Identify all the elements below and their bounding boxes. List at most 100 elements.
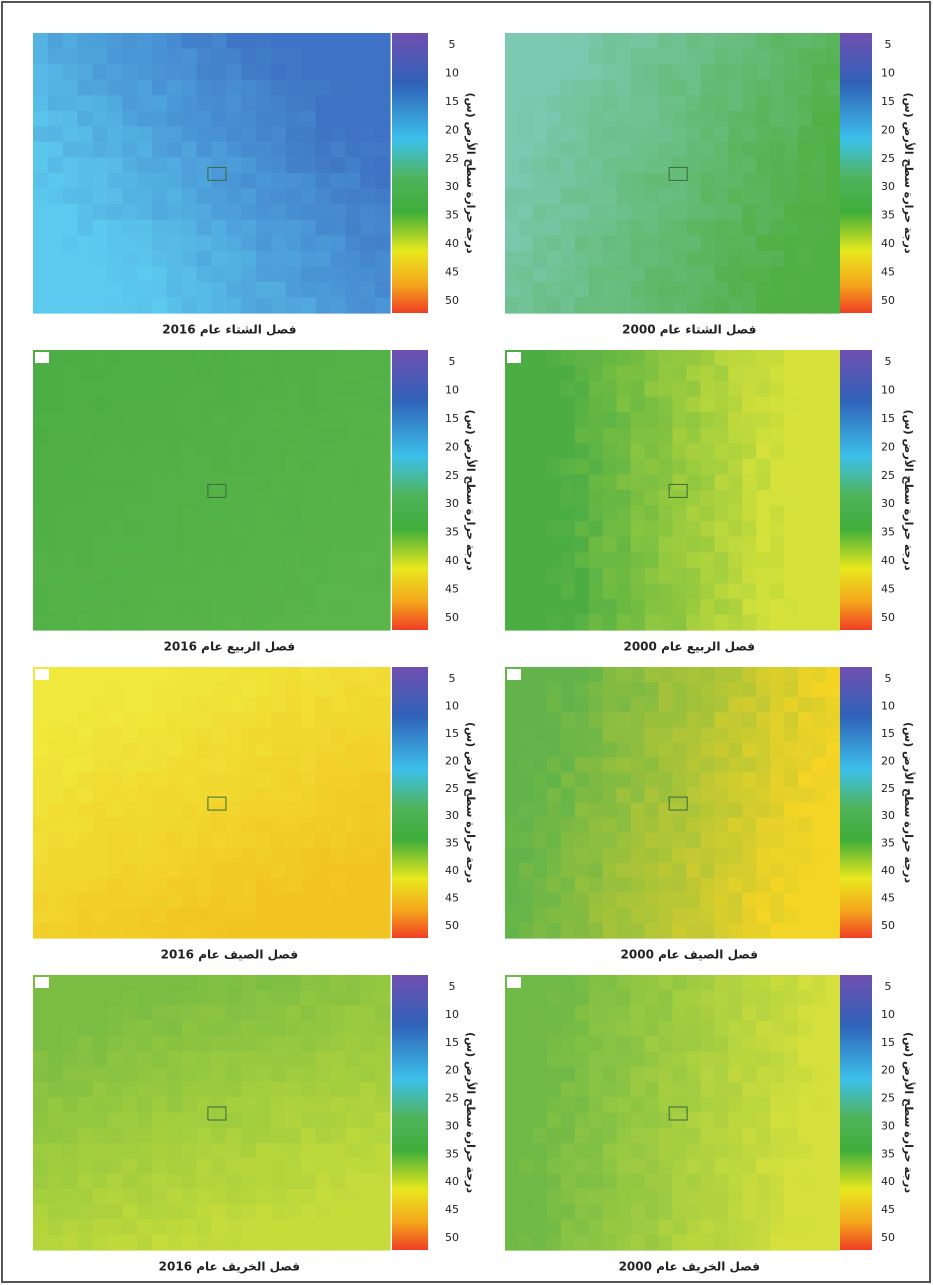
map-cell <box>603 742 618 758</box>
map-cell <box>784 742 799 758</box>
map-cell <box>286 682 301 698</box>
map-cell <box>812 350 827 366</box>
map-cell <box>673 1204 688 1220</box>
map-cell <box>316 1219 331 1235</box>
map-cell <box>603 1235 618 1251</box>
map-cell <box>197 712 212 728</box>
map-cell <box>673 712 688 728</box>
map-cell <box>33 757 48 773</box>
colorbar-tick-label: 5 <box>449 980 456 993</box>
map-cell <box>107 95 122 111</box>
map-cell <box>360 583 375 599</box>
map-cell <box>122 428 137 444</box>
map-cell <box>375 568 390 584</box>
map-cell <box>812 235 827 251</box>
map-cell <box>505 1219 520 1235</box>
map-cell <box>375 506 390 522</box>
map-cell <box>575 366 590 382</box>
map-cell <box>331 803 346 819</box>
map-cell <box>137 126 152 142</box>
map-cell <box>316 1204 331 1220</box>
map-cell <box>798 95 813 111</box>
map-cell <box>345 757 360 773</box>
map-cell <box>122 787 137 803</box>
map-cell <box>331 428 346 444</box>
map-cell <box>345 975 360 991</box>
map-cell <box>659 712 674 728</box>
map-cell <box>617 712 632 728</box>
map-cell <box>122 521 137 537</box>
map-cell <box>78 49 93 65</box>
map-cell <box>226 397 241 413</box>
map-cell <box>533 682 548 698</box>
map-cell <box>784 1113 799 1129</box>
map-cell <box>589 667 604 683</box>
map-cell <box>345 712 360 728</box>
map-cell <box>533 204 548 220</box>
map-cell <box>673 1051 688 1067</box>
map-cell <box>575 49 590 65</box>
map-cell <box>78 428 93 444</box>
map-cell <box>375 990 390 1006</box>
map-cell <box>561 1097 576 1113</box>
map-cell <box>78 1051 93 1067</box>
map-cell <box>784 282 799 298</box>
map-cell <box>770 772 785 788</box>
map-cell <box>360 297 375 313</box>
map-cell <box>686 537 701 553</box>
map-cell <box>770 397 785 413</box>
map-cell <box>700 266 715 282</box>
map-cell <box>686 1189 701 1205</box>
map-cell <box>137 863 152 879</box>
map-cell <box>673 490 688 506</box>
map-cell <box>63 757 78 773</box>
map-cell <box>241 80 256 96</box>
map-cell <box>241 742 256 758</box>
map-cell <box>519 111 534 127</box>
map-cell <box>826 126 841 142</box>
map-cell <box>659 95 674 111</box>
map-cell <box>631 1006 646 1022</box>
colorbar <box>392 975 428 1250</box>
map-cell <box>63 189 78 205</box>
map-cell <box>286 818 301 834</box>
map-cell <box>345 1204 360 1220</box>
map-cell <box>152 490 167 506</box>
map-cell <box>756 443 771 459</box>
map-cell <box>603 1036 618 1052</box>
map-cell <box>286 568 301 584</box>
map-cell <box>197 1128 212 1144</box>
map-cell <box>561 142 576 158</box>
map-cell <box>700 568 715 584</box>
map-cell <box>645 1021 660 1037</box>
map-cell <box>700 878 715 894</box>
map-cell <box>197 412 212 428</box>
map-cell <box>798 787 813 803</box>
map-cell <box>197 878 212 894</box>
map-cell <box>714 583 729 599</box>
map-cell <box>345 111 360 127</box>
map-cell <box>547 975 562 991</box>
map-cell <box>271 157 286 173</box>
map-cell <box>686 1097 701 1113</box>
map-cell <box>345 506 360 522</box>
map-cell <box>673 1189 688 1205</box>
map-cell <box>686 506 701 522</box>
map-cell <box>241 173 256 189</box>
map-cell <box>241 1021 256 1037</box>
map-cell <box>784 173 799 189</box>
map-cell <box>152 863 167 879</box>
map-cell <box>617 923 632 939</box>
map-cell <box>700 1219 715 1235</box>
map-cell <box>645 49 660 65</box>
map-cell <box>167 1082 182 1098</box>
map-cell <box>197 599 212 615</box>
map-cell <box>182 697 197 713</box>
map-cell <box>742 1021 757 1037</box>
map-cell <box>48 772 63 788</box>
map-cell <box>152 64 167 80</box>
map-cell <box>375 1097 390 1113</box>
map-cell <box>256 1128 271 1144</box>
colorbar-tick-label: 10 <box>445 1008 459 1021</box>
map-cell <box>631 772 646 788</box>
